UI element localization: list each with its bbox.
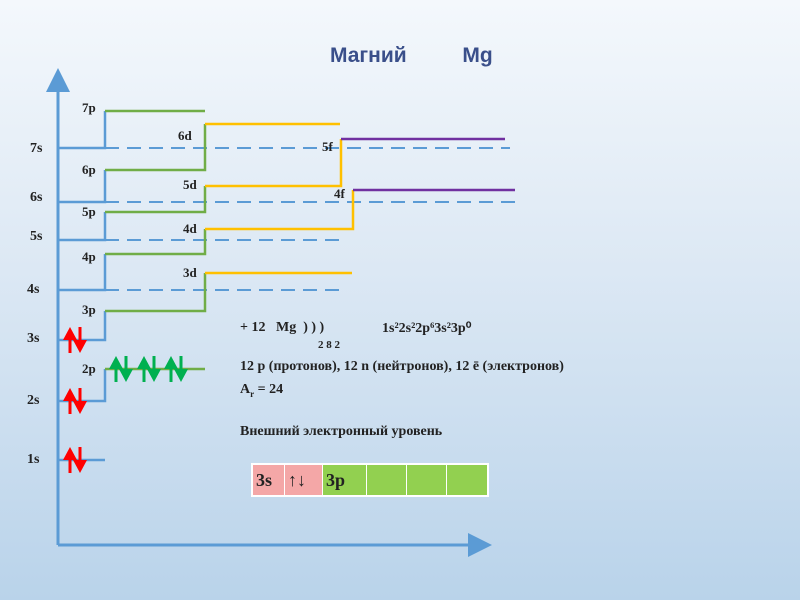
- label-5d: 5d: [183, 177, 197, 192]
- electron-pair-2p-1: [109, 356, 133, 382]
- label-6d: 6d: [178, 128, 192, 143]
- electron-pair-2p-3: [164, 356, 188, 382]
- level-5p: [105, 186, 207, 214]
- label-7p: 7p: [82, 100, 96, 115]
- electron-pair-1s: [63, 447, 87, 473]
- label-2s: 2s: [27, 393, 40, 408]
- atom-scheme: + 12 Mg ) ) ): [240, 320, 324, 336]
- electron-configuration: 1s²2s²2p⁶3s²3p⁰: [382, 321, 472, 336]
- cell-3s-electrons: ↑↓: [285, 465, 323, 495]
- label-7s: 7s: [30, 141, 43, 156]
- label-5f: 5f: [322, 139, 333, 154]
- cell-3s-label: 3s: [253, 465, 285, 495]
- outer-level-heading: Внешний электронный уровень: [240, 424, 443, 439]
- cell-3p-orbital-3: [447, 465, 487, 495]
- level-4d: [205, 190, 355, 231]
- electron-pair-2s: [63, 388, 87, 414]
- ar-label: A: [240, 382, 251, 397]
- shell-counts: 2 8 2: [318, 339, 340, 351]
- level-4p: [105, 229, 207, 256]
- label-4p: 4p: [82, 249, 96, 264]
- label-2p: 2p: [82, 361, 96, 376]
- outer-level-cells: 3s ↑↓ 3p: [251, 463, 489, 497]
- label-4s: 4s: [27, 282, 40, 297]
- label-4d: 4d: [183, 221, 197, 236]
- cell-3p-orbital-1: [367, 465, 407, 495]
- level-5d: [205, 139, 343, 188]
- label-6s: 6s: [30, 190, 43, 205]
- label-3p: 3p: [82, 302, 96, 317]
- atom-symbol: Mg: [275, 320, 297, 335]
- electron-pair-3s: [63, 327, 87, 353]
- element-symbol: Mg: [462, 44, 493, 67]
- shells: ) ) ): [303, 320, 325, 335]
- label-6p: 6p: [82, 162, 96, 177]
- electron-pair-2p-2: [137, 356, 161, 382]
- element-name: Магний: [330, 44, 407, 67]
- level-7s: [58, 111, 107, 150]
- page-title: Магний Mg: [330, 44, 493, 68]
- label-5s: 5s: [30, 229, 43, 244]
- particles-line: 12 p (протонов), 12 n (нейтронов), 12 ē …: [240, 359, 564, 374]
- label-5p: 5p: [82, 204, 96, 219]
- label-1s: 1s: [27, 452, 40, 467]
- level-6p: [105, 124, 207, 172]
- cell-3p-orbital-2: [407, 465, 447, 495]
- ar-sub: r: [250, 388, 255, 399]
- level-3p: [105, 273, 207, 313]
- cell-3p-label: 3p: [323, 465, 367, 495]
- label-3d: 3d: [183, 265, 197, 280]
- label-4f: 4f: [334, 186, 345, 201]
- relative-atomic-mass: Ar = 24: [240, 382, 283, 399]
- label-3s: 3s: [27, 331, 40, 346]
- nuclear-charge: + 12: [240, 320, 266, 335]
- ar-value: = 24: [254, 382, 284, 397]
